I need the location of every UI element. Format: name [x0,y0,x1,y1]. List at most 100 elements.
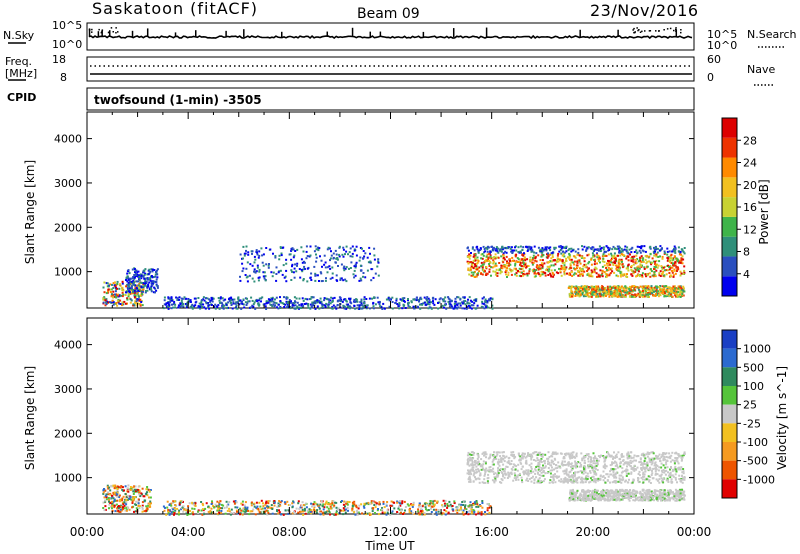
echo-cell [643,266,646,269]
echo-cell [487,299,490,302]
echo-cell [598,288,601,291]
echo-cell [618,477,621,480]
echo-cell [587,295,590,298]
echo-cell [504,250,507,253]
echo-cell [648,459,651,462]
echo-cell [582,285,585,288]
echo-cell [354,274,357,277]
echo-cell [538,481,541,484]
echo-cell [535,252,538,255]
echo-cell [338,255,341,258]
echo-cell [525,462,528,465]
echo-cell [226,307,229,310]
echo-cell [497,461,500,464]
echo-cell [617,254,619,257]
echo-cell [530,477,533,479]
echo-cell [609,470,612,473]
echo-cell [490,274,492,277]
echo-cell [494,270,497,273]
echo-cell [480,261,483,264]
echo-cell [496,275,499,277]
echo-cell [492,262,495,265]
echo-cell [620,253,623,256]
echo-cell [364,276,367,279]
echo-cell [470,261,473,263]
echo-cell [567,256,569,259]
echo-cell [632,258,635,261]
echo-cell [102,491,105,494]
echo-cell [280,252,283,255]
echo-cell [107,288,110,291]
echo-cell [589,470,591,473]
echo-cell [102,297,105,300]
echo-cell [549,260,552,263]
echo-cell [583,478,586,481]
echo-cell [507,471,510,474]
echo-cell [420,298,423,301]
echo-cell [580,464,583,466]
echo-cell [646,260,649,263]
echo-cell [310,306,313,309]
echo-cell [486,469,489,472]
echo-cell [509,247,512,250]
echo-cell [630,295,633,298]
echo-cell [127,295,130,298]
echo-cell [358,259,361,262]
echo-cell [569,264,572,267]
echo-cell [549,253,551,256]
echo-cell [571,467,574,470]
echo-cell [571,475,574,478]
freq-tick-high: 18 [52,53,66,66]
echo-cell [584,465,587,468]
echo-cell [251,252,253,255]
echo-cell [290,249,293,252]
echo-cell [295,270,298,273]
echo-cell [630,472,633,475]
echo-cell [489,299,492,302]
echo-cell [552,474,555,477]
echo-cell [254,258,257,261]
echo-cell [430,307,433,310]
echo-cell [674,246,677,249]
echo-cell [104,500,107,503]
echo-cell [376,265,379,268]
echo-cell [138,298,140,301]
echo-cell [489,250,492,253]
echo-cell [597,260,600,262]
echo-cell [614,247,617,250]
echo-cell [618,249,621,252]
echo-cell [668,291,671,294]
echo-cell [275,302,278,305]
echo-cell [580,465,583,468]
echo-cell [135,290,138,293]
echo-cell [592,459,595,462]
echo-cell [174,303,177,306]
echo-cell [644,288,647,291]
echo-cell [595,272,598,275]
nave-label: Nave [747,63,775,76]
echo-cell [676,294,679,297]
echo-cell [510,250,513,253]
echo-cell [472,259,475,262]
echo-cell [311,301,314,304]
echo-cell [565,245,568,248]
echo-cell [123,489,125,492]
echo-cell [315,253,317,256]
echo-cell [508,267,511,270]
echo-cell [153,286,156,289]
echo-cell [579,293,582,296]
echo-cell [536,265,539,268]
echo-cell [530,465,533,468]
echo-cell [339,279,342,281]
echo-cell [521,267,524,270]
echo-cell [630,467,633,470]
nsearch-dot [633,27,635,30]
echo-cell [650,288,653,291]
echo-cell [648,255,651,258]
echo-cell [603,271,606,274]
echo-cell [604,481,607,484]
echo-cell [149,500,152,503]
echo-cell [353,276,356,279]
echo-cell [103,509,106,512]
echo-cell [314,300,317,303]
